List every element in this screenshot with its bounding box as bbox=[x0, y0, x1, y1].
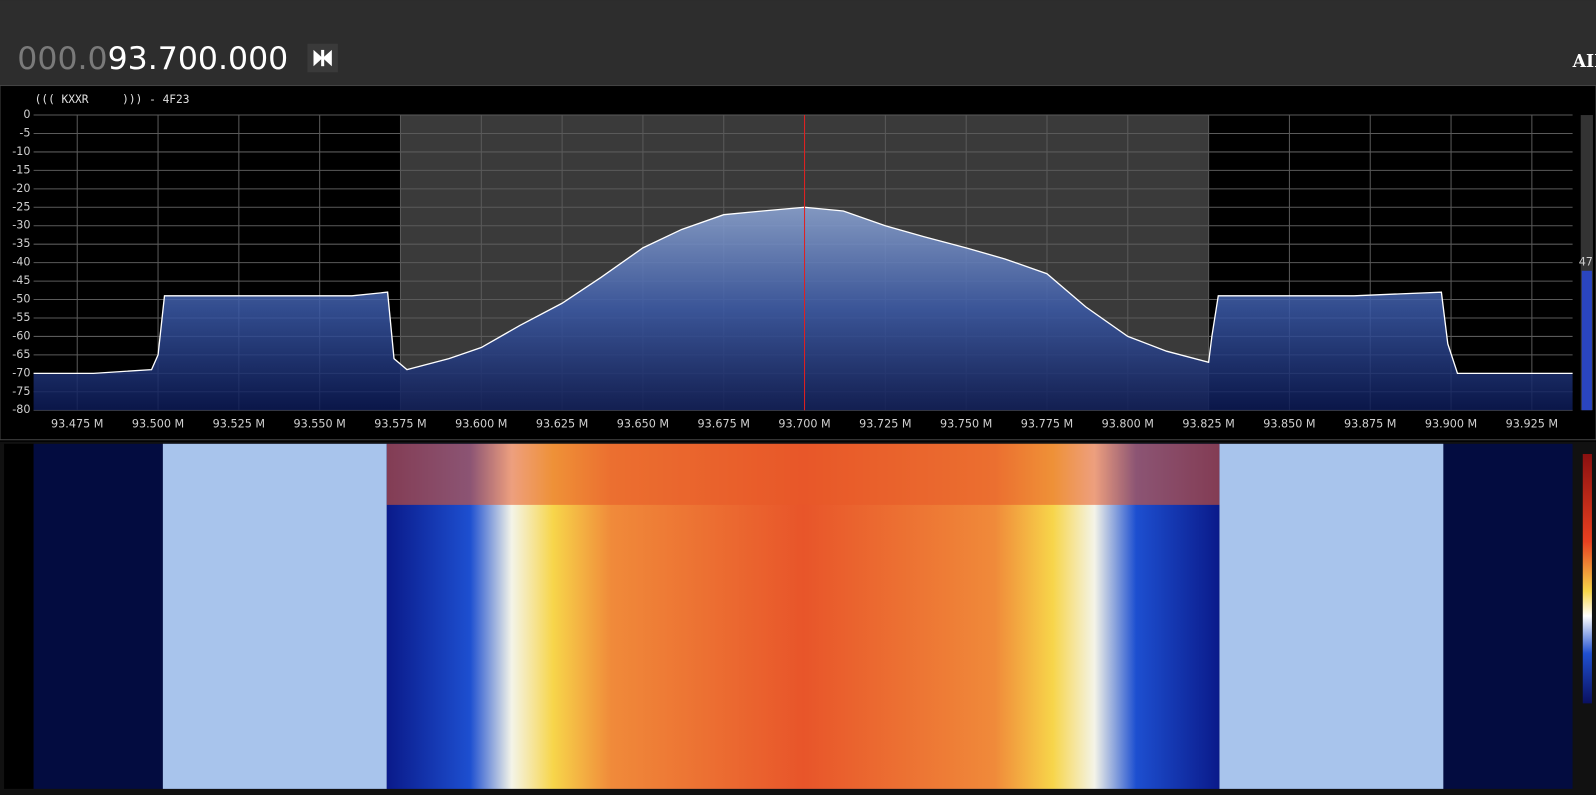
y-tick-label: -35 bbox=[12, 237, 30, 250]
x-tick-label: 93.550 M bbox=[293, 417, 345, 430]
y-tick-label: -10 bbox=[12, 145, 30, 158]
x-tick-label: 93.675 M bbox=[698, 417, 750, 430]
y-tick-label: 0 bbox=[23, 108, 30, 121]
x-tick-label: 93.600 M bbox=[455, 417, 507, 430]
x-tick-label: 93.725 M bbox=[859, 417, 911, 430]
y-tick-label: -80 bbox=[12, 403, 30, 416]
waterfall-block bbox=[162, 443, 387, 789]
spectrum-area bbox=[33, 207, 1573, 411]
y-tick-label: -60 bbox=[12, 329, 30, 342]
play-stop-button[interactable] bbox=[307, 43, 338, 73]
y-tick-label: -25 bbox=[12, 200, 30, 213]
frequency-bright: 93.700.000 bbox=[108, 41, 289, 77]
frequency-display[interactable]: 000.093.700.000 bbox=[17, 41, 288, 77]
waterfall-margin bbox=[4, 443, 34, 789]
toolbar bbox=[0, 0, 1596, 86]
mode-label[interactable]: AII bbox=[1572, 52, 1596, 72]
y-tick-label: -65 bbox=[12, 348, 30, 361]
spectrum-trace bbox=[33, 206, 1573, 375]
x-tick-label: 93.875 M bbox=[1344, 417, 1396, 430]
x-tick-label: 93.575 M bbox=[374, 417, 426, 430]
y-tick-label: -5 bbox=[19, 126, 30, 139]
y-tick-label: -75 bbox=[12, 385, 30, 398]
x-tick-label: 93.650 M bbox=[617, 417, 669, 430]
level-meter-bar bbox=[1581, 270, 1592, 411]
frequency-dim: 000.0 bbox=[17, 41, 107, 77]
y-tick-label: -15 bbox=[12, 163, 30, 176]
x-tick-label: 93.500 M bbox=[132, 417, 184, 430]
x-tick-label: 93.750 M bbox=[940, 417, 992, 430]
x-tick-label: 93.800 M bbox=[1102, 417, 1154, 430]
x-tick-label: 93.625 M bbox=[536, 417, 588, 430]
x-tick-label: 93.775 M bbox=[1021, 417, 1073, 430]
x-tick-label: 93.700 M bbox=[778, 417, 830, 430]
y-tick-label: -50 bbox=[12, 293, 30, 306]
spectrum-plot: 0 -5 -10 -15 -20 -25 -30 -35 -40 -45 -50 -55 -60 -65 -… bbox=[12, 108, 1573, 430]
x-tick-label: 93.850 M bbox=[1263, 417, 1315, 430]
y-tick-label: -40 bbox=[12, 256, 30, 269]
level-meter-value: 47 bbox=[1579, 256, 1593, 269]
y-tick-label: -45 bbox=[12, 274, 30, 287]
y-tick-label: -55 bbox=[12, 311, 30, 324]
y-tick-label: -30 bbox=[12, 219, 30, 232]
waterfall-top-band bbox=[386, 443, 1220, 505]
x-tick-label: 93.825 M bbox=[1182, 417, 1234, 430]
waterfall-color-scale bbox=[1582, 453, 1592, 704]
waterfall-block bbox=[1219, 443, 1444, 789]
x-tick-label: 93.925 M bbox=[1506, 417, 1558, 430]
y-tick-label: -70 bbox=[12, 366, 30, 379]
x-tick-label: 93.475 M bbox=[51, 417, 103, 430]
x-tick-label: 93.900 M bbox=[1425, 417, 1477, 430]
y-tick-label: -20 bbox=[12, 182, 30, 195]
rds-text: ((( KXXR ))) - 4F23 bbox=[35, 93, 190, 106]
x-tick-label: 93.525 M bbox=[213, 417, 265, 430]
